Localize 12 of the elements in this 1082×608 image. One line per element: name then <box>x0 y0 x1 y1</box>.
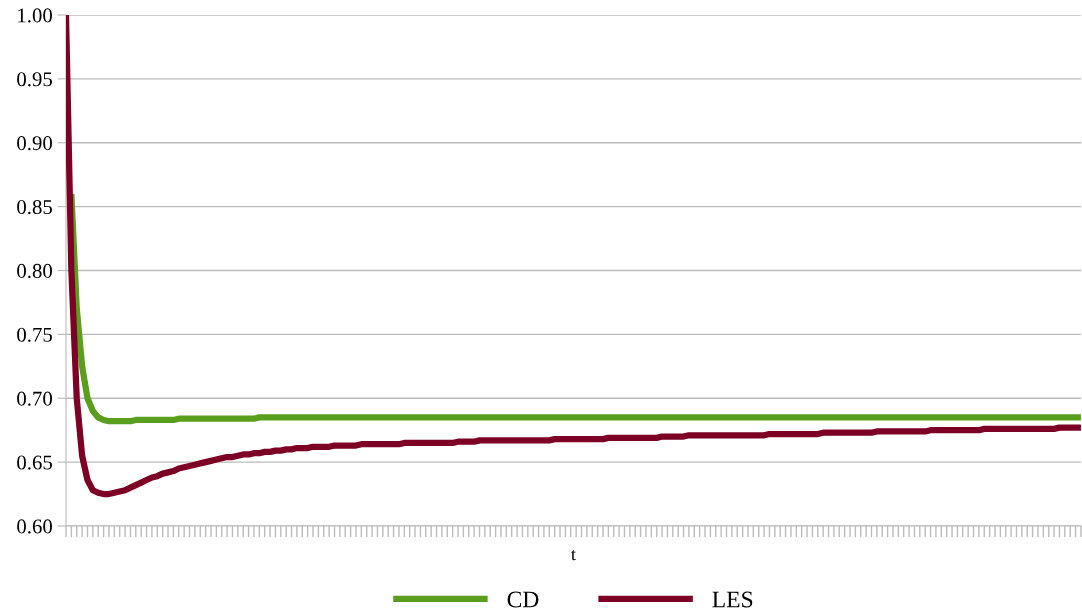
legend-label: CD <box>507 591 539 608</box>
y-tick-label: 0.70 <box>17 391 53 406</box>
y-tick-label: 0.80 <box>17 263 53 279</box>
y-tick-label: 0.75 <box>17 327 52 342</box>
y-tick-label: 0.95 <box>17 72 52 87</box>
y-tick-label: 0.90 <box>17 136 53 151</box>
y-tick-label: 1.00 <box>18 8 53 23</box>
y-tick-label: 0.60 <box>17 519 53 534</box>
y-tick-label: 0.65 <box>17 455 52 470</box>
legend-label: LES <box>712 591 753 608</box>
y-tick-label: 0.85 <box>17 200 52 215</box>
x-axis-title: t <box>571 549 576 561</box>
